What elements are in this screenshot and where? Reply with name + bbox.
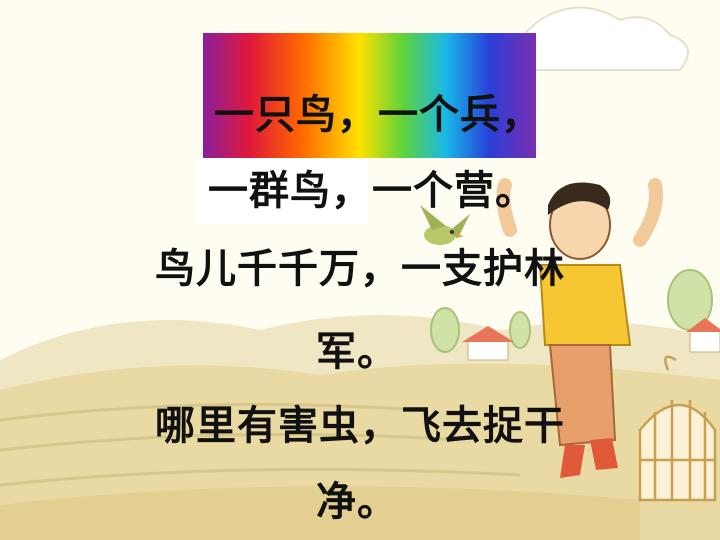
rainbow-banner (203, 33, 536, 158)
birdcage-icon (638, 355, 717, 502)
poem-line-5: 哪里有害虫，飞去捉干 (155, 403, 565, 449)
tree-icon (430, 269, 713, 353)
poem-line-2: 一群鸟，一个营。 (208, 168, 536, 214)
poem-line-3: 鸟儿千千万，一支护林 (155, 246, 565, 292)
farmhouse-icon (462, 318, 720, 361)
highlight-box (196, 158, 368, 224)
flying-bird-icon (420, 205, 470, 245)
poem-line-6: 净。 (316, 479, 398, 525)
poem-line-1: 一只鸟，一个兵， (214, 92, 542, 138)
poem-line-4: 军。 (316, 329, 398, 375)
boy-cheering-figure (496, 178, 663, 478)
